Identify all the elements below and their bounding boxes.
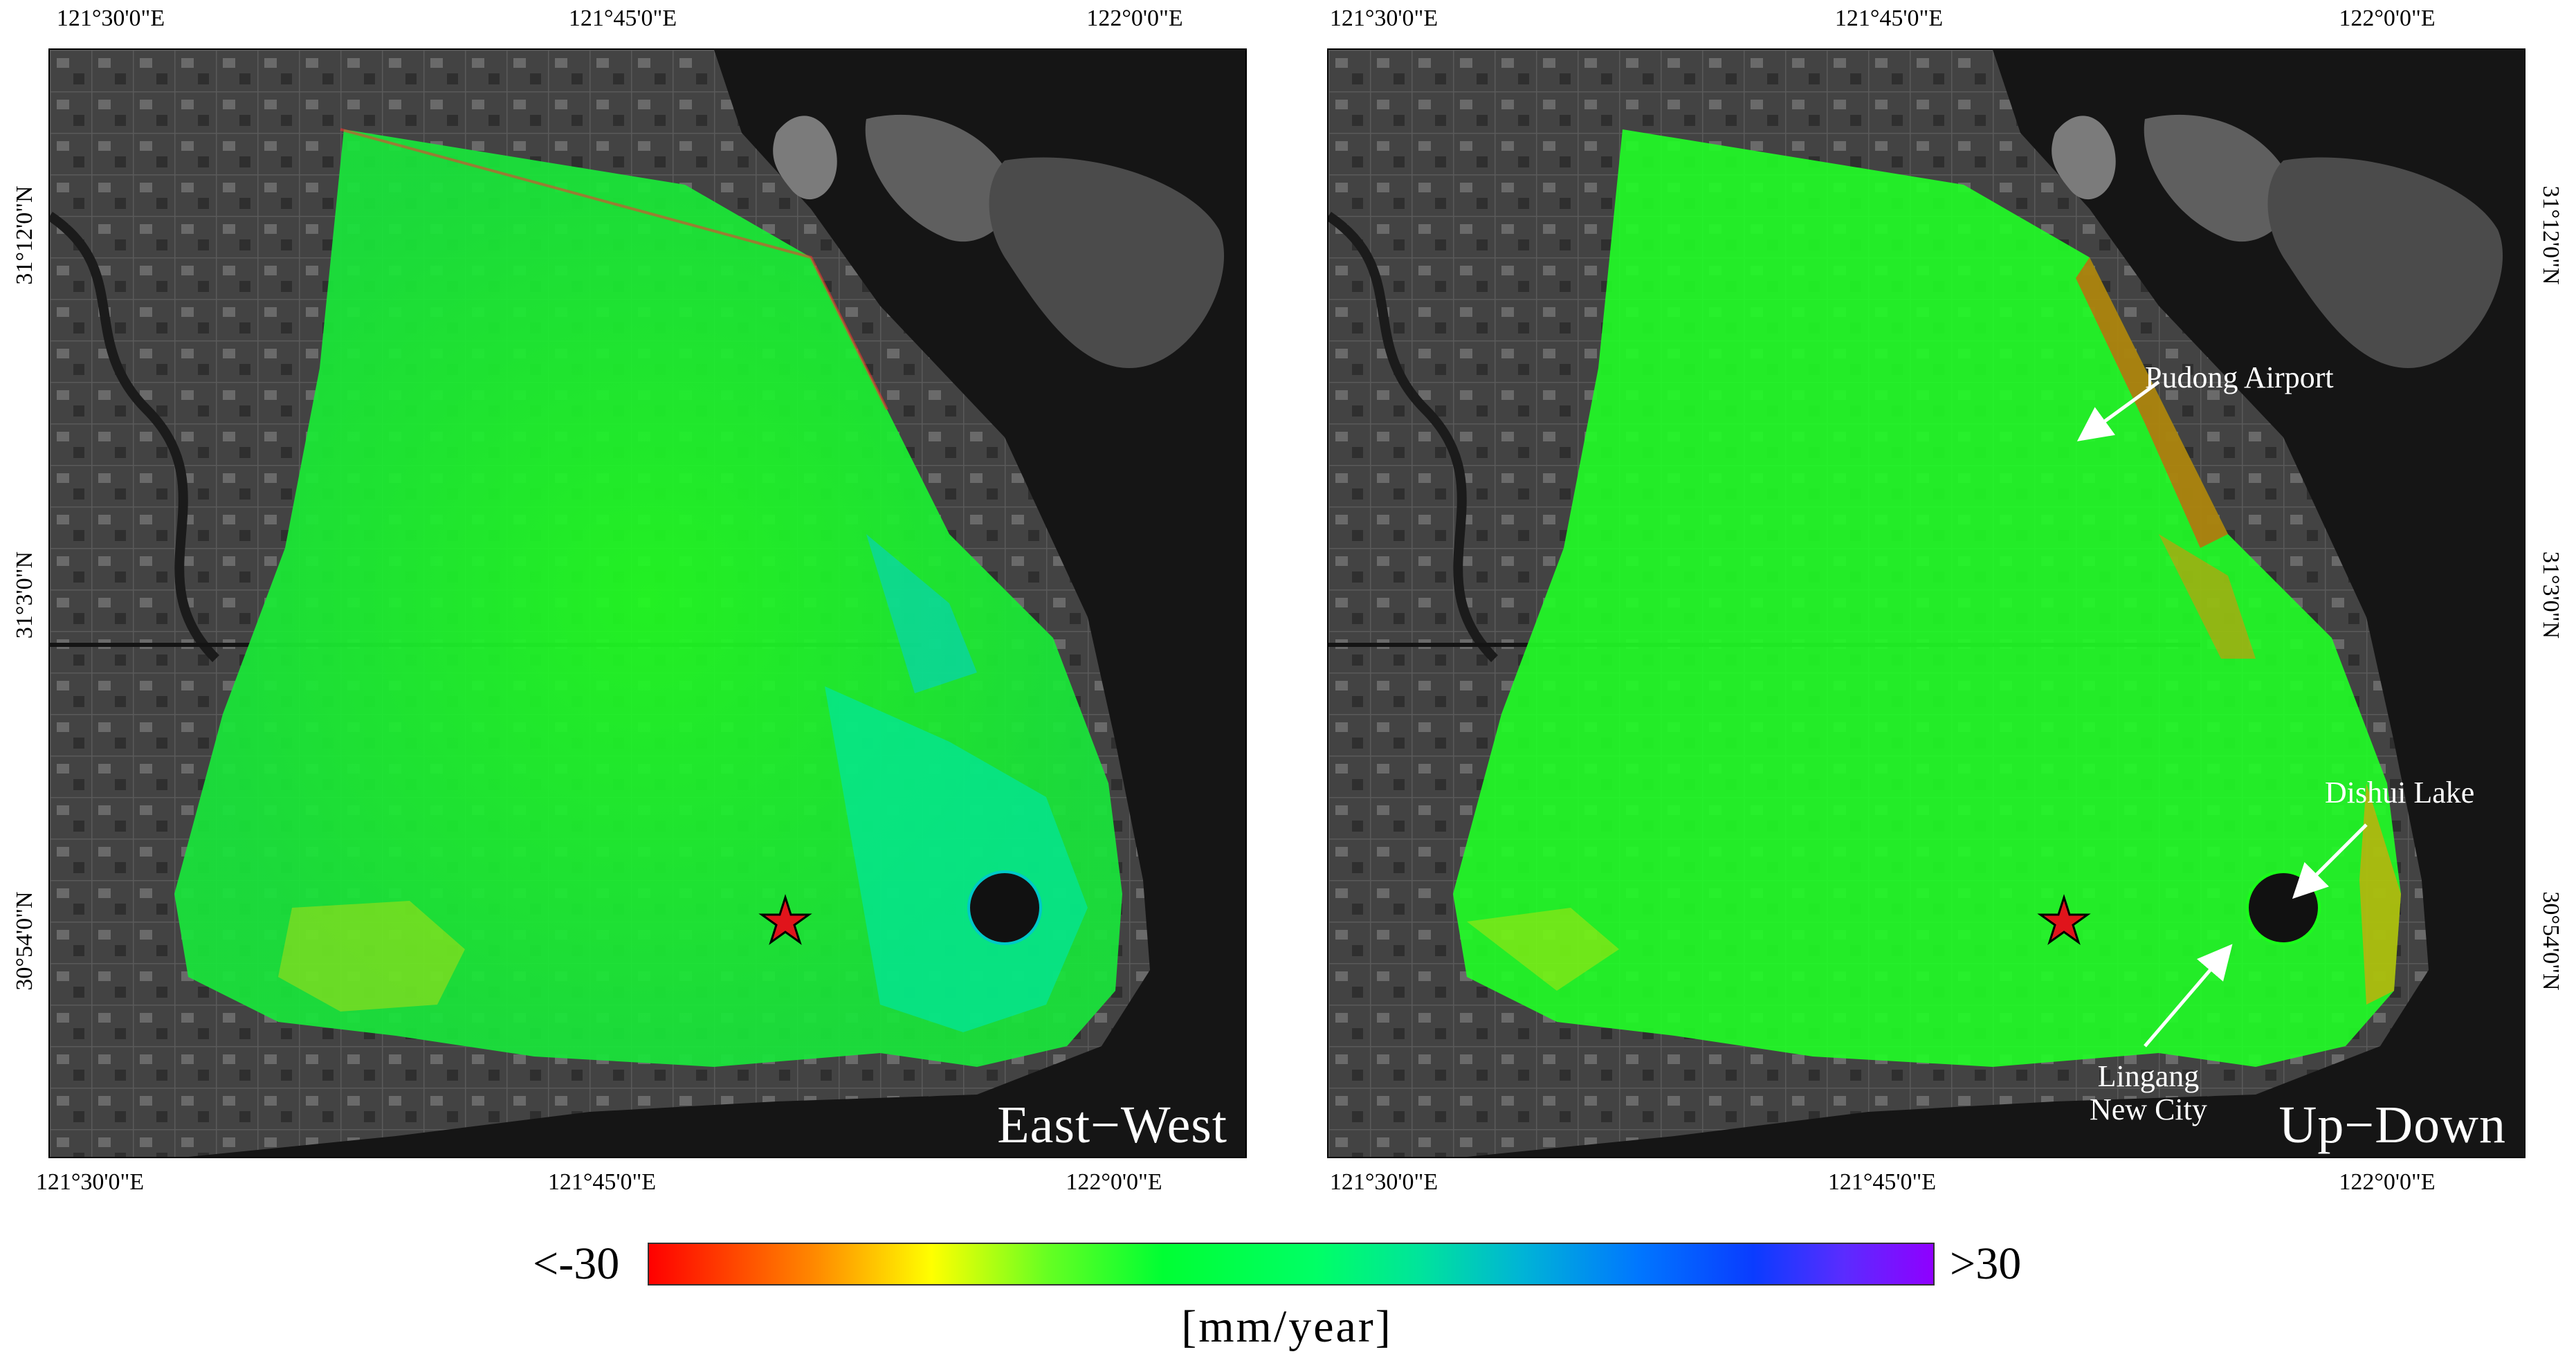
star-marker-icon — [2037, 894, 2091, 945]
label-lingang-line-1: Lingang — [2097, 1059, 2200, 1093]
tick-left-3: 30°54'0"N — [12, 891, 37, 991]
tick-bottom-4: 121°30'0"E — [1329, 1169, 1438, 1195]
island-small — [773, 116, 837, 200]
colorbar-unit-label: [mm/year] — [1181, 1301, 1393, 1352]
tick-bottom-6: 122°0'0"E — [2339, 1169, 2436, 1195]
deformation-overlay-up-down — [1453, 129, 2401, 1067]
island-middle — [2144, 114, 2292, 242]
colorbar-max-label: >30 — [1950, 1238, 2022, 1289]
tick-right-3: 30°54'0"N — [2538, 891, 2564, 991]
colorbar — [648, 1243, 1935, 1286]
tick-bottom-2: 121°45'0"E — [547, 1169, 657, 1195]
star-marker-icon — [758, 894, 812, 945]
tick-bottom-3: 122°0'0"E — [1066, 1169, 1162, 1195]
tick-right-2: 31°3'0"N — [2538, 551, 2564, 639]
label-dishui-lake: Dishui Lake — [2325, 776, 2475, 809]
label-pudong-airport: Pudong Airport — [2145, 360, 2334, 394]
label-lingang-new-city: Lingang New City — [2090, 1059, 2207, 1127]
satellite-basemap — [1328, 50, 2524, 1157]
panel-title-up-down: Up−Down — [2278, 1096, 2506, 1154]
dishui-lake-shape — [967, 870, 1042, 945]
panel-title-east-west: East−West — [997, 1096, 1227, 1154]
arrow-icon — [2292, 823, 2368, 899]
satellite-basemap — [50, 50, 1245, 1157]
tick-bottom-5: 121°45'0"E — [1827, 1169, 1937, 1195]
tick-right-1: 31°12'0"N — [2538, 185, 2564, 285]
east-west-map-panel: East−West — [48, 48, 1247, 1158]
island-large — [989, 157, 1225, 368]
tick-top-2: 121°45'0"E — [568, 6, 677, 31]
tick-top-1: 121°30'0"E — [56, 6, 165, 31]
up-down-map-panel: Pudong Airport Dishui Lake Lingang New C… — [1327, 48, 2525, 1158]
tick-top-5: 121°45'0"E — [1834, 6, 1944, 31]
tick-top-3: 122°0'0"E — [1086, 6, 1183, 31]
tick-left-1: 31°12'0"N — [12, 185, 37, 285]
arrow-icon — [2144, 944, 2233, 1048]
tick-top-4: 121°30'0"E — [1329, 6, 1438, 31]
label-lingang-line-2: New City — [2090, 1092, 2207, 1127]
colorbar-min-label: <-30 — [533, 1238, 620, 1289]
tick-top-6: 122°0'0"E — [2339, 6, 2436, 31]
island-large — [2267, 157, 2503, 368]
island-middle — [865, 114, 1013, 242]
island-small — [2052, 116, 2116, 200]
tick-bottom-1: 121°30'0"E — [35, 1169, 145, 1195]
tick-left-2: 31°3'0"N — [12, 551, 37, 639]
arrow-icon — [2076, 380, 2160, 441]
